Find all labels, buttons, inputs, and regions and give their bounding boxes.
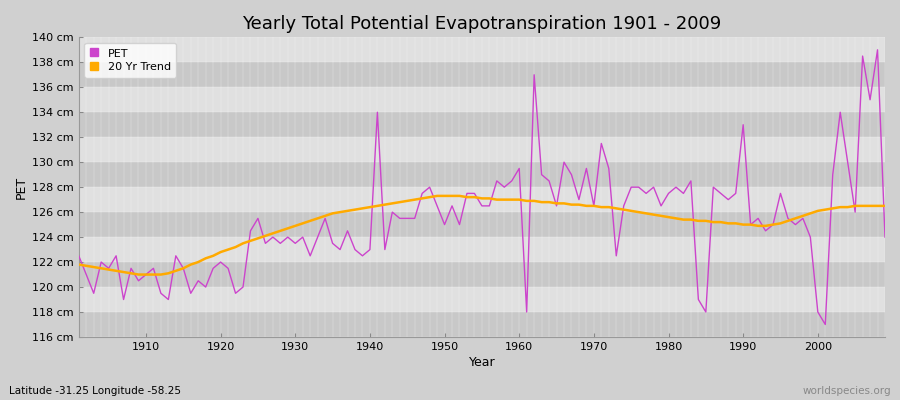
Title: Yearly Total Potential Evapotranspiration 1901 - 2009: Yearly Total Potential Evapotranspiratio… — [242, 15, 722, 33]
20 Yr Trend — [618, 207, 629, 212]
PET — [872, 48, 883, 52]
Text: worldspecies.org: worldspecies.org — [803, 386, 891, 396]
20 Yr Trend — [528, 198, 539, 203]
X-axis label: Year: Year — [469, 356, 495, 369]
Y-axis label: PET: PET — [15, 176, 28, 199]
PET — [342, 228, 353, 233]
Bar — [79, 62, 885, 87]
PET — [133, 278, 144, 283]
Bar — [79, 212, 885, 237]
Bar — [79, 112, 885, 137]
PET — [603, 166, 614, 171]
20 Yr Trend — [349, 207, 360, 212]
Text: Latitude -31.25 Longitude -58.25: Latitude -31.25 Longitude -58.25 — [9, 386, 181, 396]
PET — [297, 235, 308, 240]
Bar — [79, 262, 885, 287]
PET — [820, 322, 831, 327]
PET — [879, 235, 890, 240]
PET — [507, 178, 517, 183]
Line: PET: PET — [79, 50, 885, 324]
PET — [74, 254, 85, 258]
Legend: PET, 20 Yr Trend: PET, 20 Yr Trend — [85, 43, 176, 78]
20 Yr Trend — [74, 262, 85, 267]
20 Yr Trend — [140, 272, 151, 277]
Bar — [79, 162, 885, 187]
Bar — [79, 312, 885, 337]
20 Yr Trend — [133, 272, 144, 277]
20 Yr Trend — [879, 204, 890, 208]
20 Yr Trend — [432, 194, 443, 198]
20 Yr Trend — [305, 218, 316, 223]
PET — [514, 166, 525, 171]
20 Yr Trend — [521, 198, 532, 203]
Line: 20 Yr Trend: 20 Yr Trend — [79, 196, 885, 274]
